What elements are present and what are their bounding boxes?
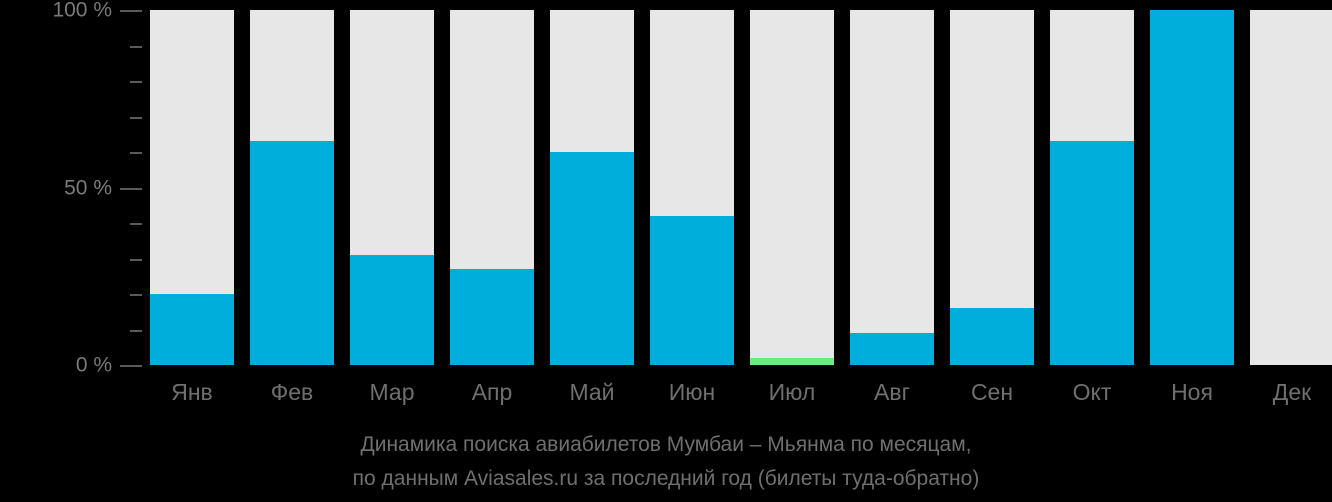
bar-track (950, 10, 1034, 365)
x-axis-label-июн: Июн (668, 379, 716, 405)
bar-slot[interactable] (550, 10, 634, 365)
bar-июн[interactable] (650, 215, 734, 365)
bar-июл[interactable] (750, 357, 834, 365)
caption-line-subtitle: по данным Aviasales.ru за последний год … (352, 467, 980, 490)
x-axis-label-дек: Дек (1272, 379, 1312, 405)
bar-slot[interactable] (150, 10, 234, 365)
caption-line-title: Динамика поиска авиабилетов Мумбаи – Мья… (360, 433, 972, 456)
bar-slot[interactable] (850, 10, 934, 365)
bar-окт[interactable] (1050, 141, 1134, 365)
x-axis-label-апр: Апр (471, 379, 513, 405)
bar-slot[interactable] (450, 10, 534, 365)
y-axis-tick-minor (130, 81, 142, 83)
bar-slot[interactable] (1150, 10, 1234, 365)
bar-slot[interactable] (950, 10, 1034, 365)
bar-track (1250, 10, 1332, 365)
bar-track (850, 10, 934, 365)
y-axis: 100 % 50 % 0 % (0, 0, 150, 377)
bar-slot[interactable] (250, 10, 334, 365)
y-axis-tick-minor (130, 329, 142, 332)
plot-area (150, 10, 1332, 365)
x-axis-label-авг: Авг (874, 379, 910, 405)
bar-сен[interactable] (950, 308, 1034, 365)
bar-фев[interactable] (250, 141, 334, 365)
bar-май[interactable] (550, 152, 634, 365)
bar-track (750, 10, 834, 365)
bar-slot[interactable] (350, 10, 434, 365)
bar-апр[interactable] (450, 269, 534, 365)
x-axis-label-сен: Сен (970, 379, 1014, 405)
x-axis-label-окт: Окт (1072, 379, 1112, 405)
x-axis-label-мар: Мар (369, 379, 415, 405)
x-axis-label-ноя: Ноя (1171, 379, 1213, 405)
bar-slot[interactable] (650, 10, 734, 365)
y-axis-label-100: 100 % (52, 0, 112, 22)
bar-авг[interactable] (850, 333, 934, 365)
x-axis-label-фев: Фев (270, 379, 314, 405)
bar-янв[interactable] (150, 294, 234, 365)
y-axis-tick-major (120, 187, 142, 190)
y-axis-tick-minor (130, 45, 142, 48)
bar-slot[interactable] (750, 10, 834, 365)
y-axis-tick-minor (130, 258, 142, 261)
bar-мар[interactable] (350, 254, 434, 365)
chart-caption: Динамика поиска авиабилетов Мумбаи – Мья… (0, 428, 1332, 496)
x-axis-label-июл: Июл (768, 379, 816, 405)
y-axis-tick-minor (130, 294, 142, 296)
y-axis-tick-major (120, 365, 142, 367)
y-axis-label-0: 0 % (75, 353, 112, 377)
bar-slot[interactable] (1250, 10, 1332, 365)
x-axis-label-янв: Янв (171, 379, 213, 405)
y-axis-tick-major (120, 10, 142, 12)
bar-ноя[interactable] (1150, 10, 1234, 365)
y-axis-tick-minor (130, 152, 142, 154)
y-axis-tick-minor (130, 116, 142, 119)
y-axis-tick-minor (130, 223, 142, 225)
y-axis-label-50: 50 % (64, 176, 112, 199)
x-axis-label-май: Май (569, 379, 615, 405)
bar-slot[interactable] (1050, 10, 1134, 365)
x-axis: Янв Фев Мар Апр Май Июн Июл Авг Сен Окт Ноя Дек (150, 378, 1332, 416)
